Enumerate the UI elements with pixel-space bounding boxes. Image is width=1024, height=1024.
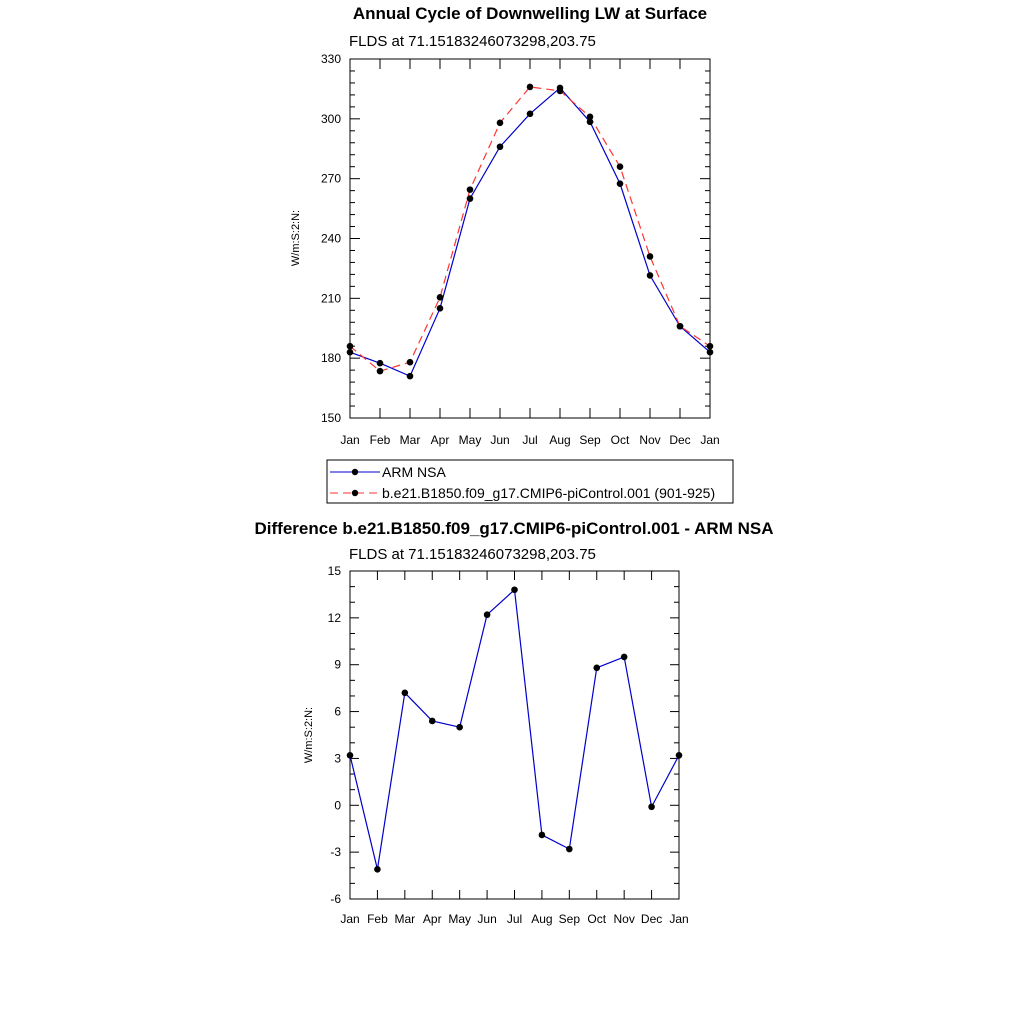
legend-label-model: b.e21.B1850.f09_g17.CMIP6-piControl.001 … [382, 485, 715, 501]
x-tick-label: Aug [549, 433, 570, 447]
y-tick-label: 6 [334, 705, 341, 719]
y-tick-label: 300 [321, 112, 341, 126]
x-tick-label: Apr [423, 912, 442, 926]
data-point-series-0 [376, 359, 384, 367]
y-tick-label: 210 [321, 291, 341, 305]
legend-frame [326, 459, 734, 504]
chart2-title: Difference b.e21.B1850.f09_g17.CMIP6-piC… [255, 519, 774, 538]
x-tick-label: Nov [639, 433, 660, 447]
data-point-series-1 [496, 119, 504, 127]
data-point-series-0 [406, 372, 414, 380]
chart1-legend: ARM NSA b.e21.B1850.f09_g17.CMIP6-piCont… [326, 459, 734, 504]
y-tick-label: 270 [321, 172, 341, 186]
data-point-series-0 [675, 752, 683, 759]
x-tick-label: Jan [700, 433, 719, 447]
chart1-subtitle: FLDS at 71.15183246073298,203.75 [349, 33, 596, 50]
x-tick-label: Jun [490, 433, 509, 447]
data-point-series-1 [676, 322, 684, 330]
difference-chart: Difference b.e21.B1850.f09_g17.CMIP6-piC… [255, 519, 774, 926]
chart2-plot-frame [349, 570, 680, 900]
data-point-series-1 [346, 342, 354, 350]
data-point-series-0 [483, 611, 491, 619]
y-tick-label: 240 [321, 232, 341, 246]
x-tick-label: Feb [367, 912, 388, 926]
x-tick-label: Feb [370, 433, 391, 447]
x-tick-label: Mar [400, 433, 421, 447]
chart1-y-axis-label: W/m:S:2:N: [290, 210, 302, 266]
data-point-series-0 [538, 831, 546, 839]
x-tick-label: Nov [613, 912, 634, 926]
data-point-series-0 [346, 752, 354, 759]
data-point-series-1 [406, 358, 414, 366]
chart2-y-axis-label: W/m:S:2:N: [303, 707, 315, 763]
chart1-title: Annual Cycle of Downwelling LW at Surfac… [353, 4, 707, 23]
x-tick-label: Jan [669, 912, 688, 926]
data-point-series-0 [526, 110, 534, 118]
x-tick-label: May [448, 912, 471, 926]
data-point-series-0 [646, 272, 654, 279]
data-point-series-0 [706, 348, 714, 356]
data-point-series-1 [706, 342, 714, 350]
data-point-series-0 [616, 180, 624, 187]
data-point-series-0 [466, 195, 474, 202]
x-tick-label: Jan [340, 912, 359, 926]
y-tick-label: 180 [321, 351, 341, 365]
y-tick-label: 9 [334, 658, 341, 672]
series-line-0 [349, 87, 711, 377]
x-tick-label: Dec [641, 912, 662, 926]
x-tick-label: Mar [394, 912, 415, 926]
x-tick-label: Aug [531, 912, 552, 926]
y-tick-label: 330 [321, 52, 341, 66]
y-tick-label: 3 [334, 751, 341, 765]
data-point-series-0 [586, 118, 594, 126]
x-tick-label: Oct [587, 912, 606, 926]
data-point-series-1 [616, 163, 624, 170]
x-tick-label: May [459, 433, 482, 447]
data-point-series-0 [511, 586, 518, 594]
data-point-series-0 [593, 664, 601, 672]
data-point-series-0 [346, 348, 354, 356]
y-tick-label: 12 [328, 611, 342, 625]
x-tick-label: Jul [522, 433, 537, 447]
x-tick-label: Jan [340, 433, 359, 447]
x-tick-label: Apr [431, 433, 450, 447]
y-tick-label: 150 [321, 411, 341, 425]
chart2-subtitle: FLDS at 71.15183246073298,203.75 [349, 546, 596, 563]
data-point-series-1 [436, 294, 444, 301]
series-line-0 [349, 588, 680, 870]
y-tick-label: 0 [334, 798, 341, 812]
x-tick-label: Sep [559, 912, 581, 926]
data-point-series-0 [648, 803, 655, 811]
data-point-series-1 [466, 186, 474, 193]
data-point-series-1 [586, 113, 594, 121]
legend-marker-model [351, 489, 359, 497]
data-point-series-1 [526, 83, 534, 91]
data-point-series-0 [428, 717, 436, 725]
x-tick-label: Dec [669, 433, 690, 447]
data-point-series-0 [456, 723, 463, 731]
data-point-series-0 [496, 143, 504, 151]
data-point-series-1 [376, 367, 384, 375]
data-point-series-0 [401, 689, 409, 697]
data-point-series-1 [646, 253, 654, 260]
legend-label-arm-nsa: ARM NSA [382, 464, 446, 480]
x-tick-label: Jun [477, 912, 496, 926]
data-point-series-0 [436, 305, 444, 312]
y-tick-label: -6 [330, 892, 341, 906]
legend-marker-arm-nsa [351, 468, 359, 476]
data-point-series-0 [566, 845, 573, 853]
y-tick-label: -3 [330, 845, 341, 859]
annual-cycle-chart: Annual Cycle of Downwelling LW at Surfac… [290, 4, 734, 504]
x-tick-label: Jul [507, 912, 522, 926]
data-point-series-1 [556, 87, 564, 95]
data-point-series-0 [620, 653, 628, 661]
y-tick-label: 15 [328, 564, 342, 578]
x-tick-label: Oct [611, 433, 630, 447]
x-tick-label: Sep [579, 433, 601, 447]
series-line-1 [349, 86, 711, 372]
data-point-series-0 [374, 866, 381, 873]
